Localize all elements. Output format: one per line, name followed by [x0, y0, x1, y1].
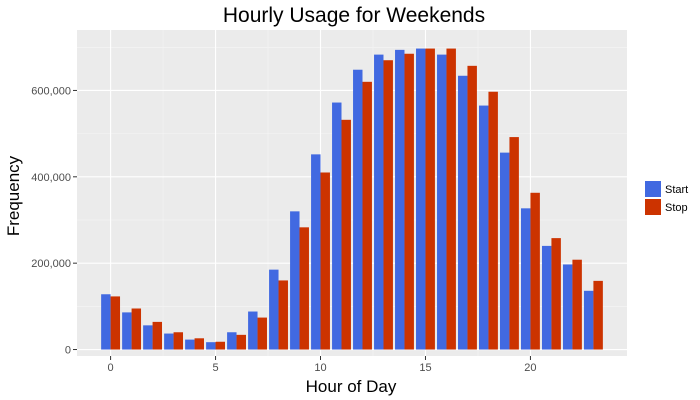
x-tick-label: 10	[314, 362, 326, 374]
bar-stop-22	[572, 259, 582, 350]
bar-start-13	[374, 54, 384, 350]
bar-start-17	[458, 75, 468, 350]
y-tick-label: 600,000	[31, 85, 71, 97]
chart-title: Hourly Usage for Weekends	[223, 4, 485, 27]
y-axis-title: Frequency	[4, 155, 23, 236]
bar-stop-13	[383, 60, 393, 350]
bar-stop-18	[488, 91, 498, 350]
y-tick-label: 0	[65, 345, 71, 357]
bar-stop-14	[404, 53, 414, 350]
bar-stop-9	[299, 227, 309, 350]
legend-label-start: Start	[665, 184, 688, 196]
bar-start-10	[311, 154, 321, 350]
legend-key-stop	[645, 199, 661, 215]
bar-start-2	[143, 325, 153, 350]
bar-start-8	[269, 269, 279, 350]
x-tick-label: 20	[524, 362, 536, 374]
bar-start-12	[353, 69, 363, 350]
bar-stop-20	[530, 192, 540, 350]
bar-start-20	[520, 208, 531, 350]
x-tick-label: 0	[108, 362, 114, 374]
bar-stop-1	[131, 308, 142, 350]
bar-stop-19	[509, 137, 519, 350]
bar-start-9	[290, 211, 300, 350]
bar-stop-7	[257, 317, 267, 350]
bar-stop-10	[320, 172, 330, 350]
bar-stop-2	[152, 321, 163, 350]
bar-start-11	[332, 102, 342, 350]
bar-stop-15	[425, 48, 435, 350]
y-tick-label: 400,000	[31, 172, 71, 184]
bar-start-3	[164, 333, 174, 350]
bar-start-4	[185, 339, 195, 350]
bar-start-0	[101, 294, 111, 350]
bar-stop-6	[236, 334, 246, 350]
legend-label-stop: Stop	[665, 202, 688, 214]
bar-start-21	[541, 245, 552, 350]
x-axis-title: Hour of Day	[306, 377, 397, 396]
bars	[101, 48, 603, 350]
bar-start-22	[562, 264, 573, 350]
legend: Start Stop	[645, 181, 688, 215]
bar-start-14	[395, 49, 405, 350]
bar-stop-3	[173, 332, 184, 350]
bar-stop-17	[467, 65, 477, 350]
bar-start-5	[206, 342, 216, 350]
bar-start-1	[122, 312, 132, 350]
x-tick-label: 15	[419, 362, 431, 374]
bar-start-7	[248, 311, 258, 350]
y-tick-label: 200,000	[31, 258, 71, 270]
bar-stop-16	[446, 48, 456, 350]
bar-stop-4	[194, 338, 205, 350]
bar-start-16	[437, 54, 447, 350]
legend-key-start	[645, 181, 661, 197]
bar-start-6	[227, 332, 237, 350]
bar-start-19	[499, 152, 510, 350]
bar-stop-23	[593, 280, 603, 350]
y-axis: 0 200,000 400,000 600,000	[31, 85, 77, 357]
bar-start-23	[583, 290, 594, 350]
x-axis: 0 5 10 15 20	[108, 356, 537, 374]
bar-start-18	[479, 105, 489, 350]
bar-stop-12	[362, 81, 372, 350]
bar-stop-5	[215, 341, 225, 350]
bar-stop-8	[278, 280, 288, 350]
x-tick-label: 5	[212, 362, 218, 374]
bar-stop-0	[110, 296, 121, 350]
bar-start-15	[416, 48, 426, 350]
bar-stop-11	[341, 119, 351, 350]
bar-stop-21	[551, 238, 561, 350]
